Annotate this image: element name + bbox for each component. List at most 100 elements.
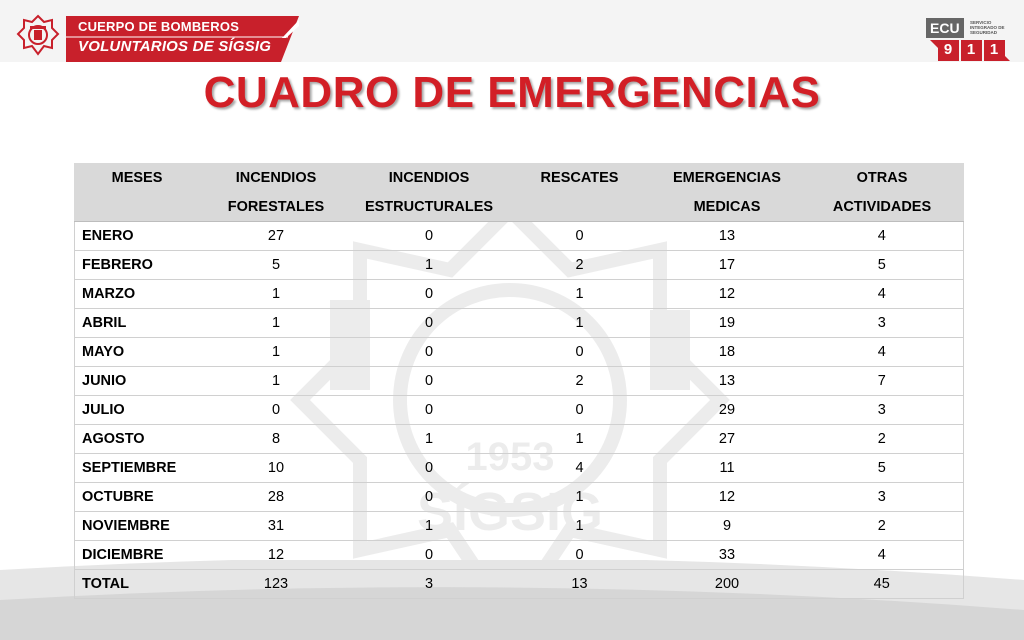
cell-rescates: 1 bbox=[505, 482, 654, 512]
cell-forestales: 1 bbox=[199, 366, 353, 396]
cell-rescates: 4 bbox=[505, 453, 654, 483]
cell-otras-actividades: 4 bbox=[800, 221, 964, 251]
cell-forestales: 31 bbox=[199, 511, 353, 541]
page-title: CUADRO DE EMERGENCIAS bbox=[203, 68, 821, 117]
cell-otras-actividades: 2 bbox=[800, 424, 964, 454]
ecu-911-logo-icon bbox=[926, 18, 1010, 61]
cell-rescates: 2 bbox=[505, 366, 654, 396]
emergencies-table: MESES INCENDIOS INCENDIOS RESCATES EMERG… bbox=[74, 163, 964, 599]
cell-otras-actividades: 3 bbox=[800, 482, 964, 512]
col-header-incendios-2: INCENDIOS bbox=[352, 163, 506, 193]
brand-banner bbox=[66, 16, 299, 62]
cell-month: ENERO bbox=[74, 221, 200, 251]
col-subheader-estructurales: ESTRUCTURALES bbox=[352, 192, 506, 222]
col-header-meses: MESES bbox=[74, 163, 200, 193]
cell-month: TOTAL bbox=[74, 569, 200, 599]
cell-emergencias-medicas: 11 bbox=[653, 453, 801, 483]
cell-otras-actividades: 4 bbox=[800, 279, 964, 309]
cell-emergencias-medicas: 27 bbox=[653, 424, 801, 454]
cell-estructurales: 1 bbox=[352, 511, 506, 541]
cell-emergencias-medicas: 18 bbox=[653, 337, 801, 367]
col-header-emergencias: EMERGENCIAS bbox=[653, 163, 801, 193]
table-row: SEPTIEMBRE 10 0 4 11 5 bbox=[74, 453, 964, 483]
cell-otras-actividades: 3 bbox=[800, 395, 964, 425]
cell-emergencias-medicas: 29 bbox=[653, 395, 801, 425]
cell-month: ABRIL bbox=[74, 308, 200, 338]
cell-rescates: 0 bbox=[505, 221, 654, 251]
table-row: FEBRERO 5 1 2 17 5 bbox=[74, 250, 964, 280]
cell-otras-actividades: 5 bbox=[800, 453, 964, 483]
cell-forestales: 10 bbox=[199, 453, 353, 483]
cell-estructurales: 1 bbox=[352, 250, 506, 280]
cell-emergencias-medicas: 200 bbox=[653, 569, 801, 599]
cell-forestales: 1 bbox=[199, 279, 353, 309]
cell-estructurales: 0 bbox=[352, 279, 506, 309]
table-row: JULIO 0 0 0 29 3 bbox=[74, 395, 964, 425]
brand-line2: VOLUNTARIOS DE SÍGSIG bbox=[78, 38, 272, 55]
cell-rescates: 1 bbox=[505, 424, 654, 454]
table-row: ABRIL 1 0 1 19 3 bbox=[74, 308, 964, 338]
cell-emergencias-medicas: 13 bbox=[653, 221, 801, 251]
table-row: JUNIO 1 0 2 13 7 bbox=[74, 366, 964, 396]
cell-estructurales: 0 bbox=[352, 366, 506, 396]
ecu-digit-9: 9 bbox=[943, 41, 953, 58]
cell-estructurales: 0 bbox=[352, 221, 506, 251]
cell-forestales: 1 bbox=[199, 308, 353, 338]
cell-estructurales: 0 bbox=[352, 337, 506, 367]
cell-estructurales: 0 bbox=[352, 453, 506, 483]
col-header-rescates: RESCATES bbox=[505, 163, 654, 193]
header-row-1: MESES INCENDIOS INCENDIOS RESCATES EMERG… bbox=[74, 163, 964, 193]
cell-forestales: 5 bbox=[199, 250, 353, 280]
table-row: OCTUBRE 28 0 1 12 3 bbox=[74, 482, 964, 512]
cell-forestales: 12 bbox=[199, 540, 353, 570]
col-subheader-forestales: FORESTALES bbox=[199, 192, 353, 222]
cell-emergencias-medicas: 19 bbox=[653, 308, 801, 338]
ecu-service-text: SERVICIO INTEGRADO DE SEGURIDAD bbox=[970, 20, 1005, 35]
cell-rescates: 0 bbox=[505, 337, 654, 367]
cell-month: MAYO bbox=[74, 337, 200, 367]
cell-emergencias-medicas: 13 bbox=[653, 366, 801, 396]
cell-emergencias-medicas: 12 bbox=[653, 279, 801, 309]
cell-estructurales: 0 bbox=[352, 540, 506, 570]
cell-otras-actividades: 7 bbox=[800, 366, 964, 396]
cell-rescates: 1 bbox=[505, 279, 654, 309]
cell-emergencias-medicas: 9 bbox=[653, 511, 801, 541]
table-row: ENERO 27 0 0 13 4 bbox=[74, 221, 964, 251]
cell-estructurales: 3 bbox=[352, 569, 506, 599]
cell-month: DICIEMBRE bbox=[74, 540, 200, 570]
cell-month: NOVIEMBRE bbox=[74, 511, 200, 541]
cell-forestales: 27 bbox=[199, 221, 353, 251]
cell-estructurales: 0 bbox=[352, 308, 506, 338]
cell-forestales: 8 bbox=[199, 424, 353, 454]
col-header-incendios-1: INCENDIOS bbox=[199, 163, 353, 193]
cell-estructurales: 0 bbox=[352, 482, 506, 512]
col-subheader-rescates bbox=[505, 192, 654, 222]
cell-forestales: 123 bbox=[199, 569, 353, 599]
cell-month: OCTUBRE bbox=[74, 482, 200, 512]
table-row: TOTAL 123 3 13 200 45 bbox=[74, 569, 964, 599]
col-subheader-medicas: MEDICAS bbox=[653, 192, 801, 222]
col-subheader-meses bbox=[74, 192, 200, 222]
table-row: AGOSTO 8 1 1 27 2 bbox=[74, 424, 964, 454]
cell-rescates: 13 bbox=[505, 569, 654, 599]
cell-rescates: 1 bbox=[505, 308, 654, 338]
cell-otras-actividades: 3 bbox=[800, 308, 964, 338]
col-subheader-actividades: ACTIVIDADES bbox=[800, 192, 964, 222]
cell-forestales: 28 bbox=[199, 482, 353, 512]
cell-emergencias-medicas: 12 bbox=[653, 482, 801, 512]
ecu-label: ECU bbox=[930, 20, 960, 36]
table-row: MARZO 1 0 1 12 4 bbox=[74, 279, 964, 309]
cell-otras-actividades: 4 bbox=[800, 540, 964, 570]
cell-otras-actividades: 4 bbox=[800, 337, 964, 367]
cell-rescates: 1 bbox=[505, 511, 654, 541]
cell-month: FEBRERO bbox=[74, 250, 200, 280]
cell-estructurales: 1 bbox=[352, 424, 506, 454]
cell-otras-actividades: 5 bbox=[800, 250, 964, 280]
cell-month: JULIO bbox=[74, 395, 200, 425]
cell-emergencias-medicas: 17 bbox=[653, 250, 801, 280]
cell-month: MARZO bbox=[74, 279, 200, 309]
ecu-digit-1a: 1 bbox=[966, 41, 976, 58]
table-row: DICIEMBRE 12 0 0 33 4 bbox=[74, 540, 964, 570]
cell-month: SEPTIEMBRE bbox=[74, 453, 200, 483]
table-row: MAYO 1 0 0 18 4 bbox=[74, 337, 964, 367]
